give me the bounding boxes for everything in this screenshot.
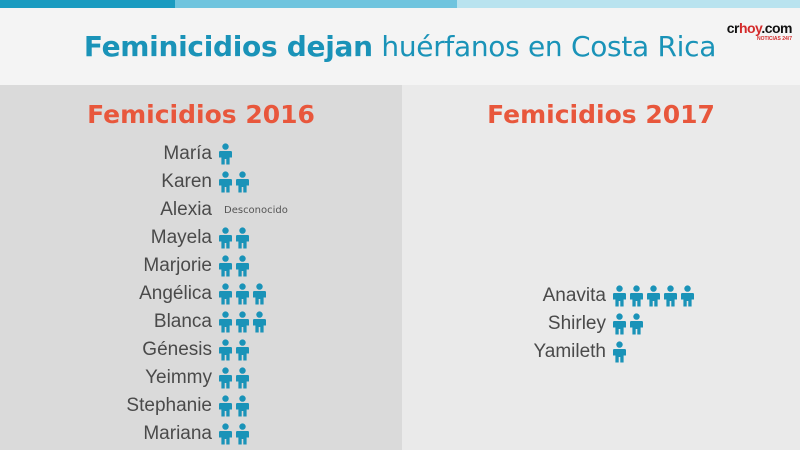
child-icon — [219, 283, 232, 305]
child-icon — [236, 395, 249, 417]
top-color-bar — [0, 0, 800, 8]
child-icon — [236, 283, 249, 305]
children-count — [218, 339, 252, 361]
child-icon — [219, 227, 232, 249]
panel-2016: Femicidios 2016 María Karen Alexia Desconoc… — [0, 85, 402, 450]
children-count — [612, 285, 697, 307]
child-icon — [630, 285, 643, 307]
title-bold: Feminicidios dejan — [83, 30, 373, 63]
victim-name: Karen — [161, 171, 212, 192]
children-count — [218, 255, 252, 277]
child-icon — [219, 339, 232, 361]
list-item: María — [62, 140, 235, 168]
child-icon — [236, 171, 249, 193]
children-count — [218, 227, 252, 249]
unknown-note: Desconocido — [224, 204, 288, 216]
top-bar-segment — [175, 0, 457, 8]
child-icon — [253, 311, 266, 333]
children-count — [218, 171, 252, 193]
header: Feminicidios dejan huérfanos en Costa Ri… — [0, 8, 800, 85]
child-icon — [236, 367, 249, 389]
victim-name: Shirley — [547, 313, 606, 334]
list-item: Génesis — [62, 336, 252, 364]
victim-name: Mariana — [143, 423, 212, 444]
child-icon — [219, 367, 232, 389]
list-item: Shirley — [456, 310, 646, 338]
list-item: Yeimmy — [62, 364, 252, 392]
child-icon — [647, 285, 660, 307]
child-icon — [630, 313, 643, 335]
children-count — [218, 423, 252, 445]
child-icon — [219, 255, 232, 277]
children-count — [218, 143, 235, 165]
crhoy-logo: crhoy.com NOTICIAS 24/7 — [722, 20, 793, 42]
child-icon — [219, 171, 232, 193]
victim-name: Anavita — [542, 285, 606, 306]
child-icon — [253, 283, 266, 305]
logo-tagline: NOTICIAS 24/7 — [756, 36, 792, 42]
children-count — [218, 395, 252, 417]
child-icon — [236, 311, 249, 333]
panel-title-2016: Femicidios 2016 — [87, 100, 315, 129]
list-item: Stephanie — [62, 392, 252, 420]
top-bar-segment — [0, 0, 175, 8]
children-count — [218, 283, 269, 305]
child-icon — [219, 311, 232, 333]
list-item: Yamileth — [456, 338, 629, 366]
victim-name: Génesis — [142, 339, 212, 360]
child-icon — [613, 285, 626, 307]
victim-name: Yamileth — [533, 341, 606, 362]
victim-name: Stephanie — [126, 395, 212, 416]
children-count — [218, 311, 269, 333]
victim-name: Blanca — [153, 311, 212, 332]
top-bar-segment — [457, 0, 800, 8]
panel-title-2017: Femicidios 2017 — [487, 100, 715, 129]
victim-name: Angélica — [139, 283, 212, 304]
child-icon — [219, 423, 232, 445]
child-icon — [681, 285, 694, 307]
list-item: Marjorie — [62, 252, 252, 280]
list-item: Alexia Desconocido — [62, 196, 288, 224]
child-icon — [236, 423, 249, 445]
list-item: Blanca — [62, 308, 269, 336]
list-item: Anavita — [456, 282, 697, 310]
child-icon — [613, 313, 626, 335]
child-icon — [219, 395, 232, 417]
victim-name: Alexia — [160, 199, 212, 220]
list-item: Mayela — [62, 224, 252, 252]
child-icon — [236, 227, 249, 249]
victim-name: Marjorie — [143, 255, 212, 276]
children-count — [218, 367, 252, 389]
child-icon — [236, 255, 249, 277]
title-light: huérfanos en Costa Rica — [381, 30, 717, 63]
child-icon — [664, 285, 677, 307]
children-count — [612, 341, 629, 363]
victim-name: Yeimmy — [145, 367, 212, 388]
list-item: Angélica — [62, 280, 269, 308]
page-title: Feminicidios dejan huérfanos en Costa Ri… — [0, 30, 800, 63]
victim-name: Mayela — [150, 227, 212, 248]
logo-text: crhoy.com — [726, 20, 793, 36]
list-item: Karen — [62, 168, 252, 196]
panel-2017: Femicidios 2017 Anavita Shirley Yamileth — [402, 85, 800, 450]
list-item: Mariana — [62, 420, 252, 448]
child-icon — [236, 339, 249, 361]
victim-name: María — [163, 143, 212, 164]
children-count — [612, 313, 646, 335]
child-icon — [219, 143, 232, 165]
child-icon — [613, 341, 626, 363]
